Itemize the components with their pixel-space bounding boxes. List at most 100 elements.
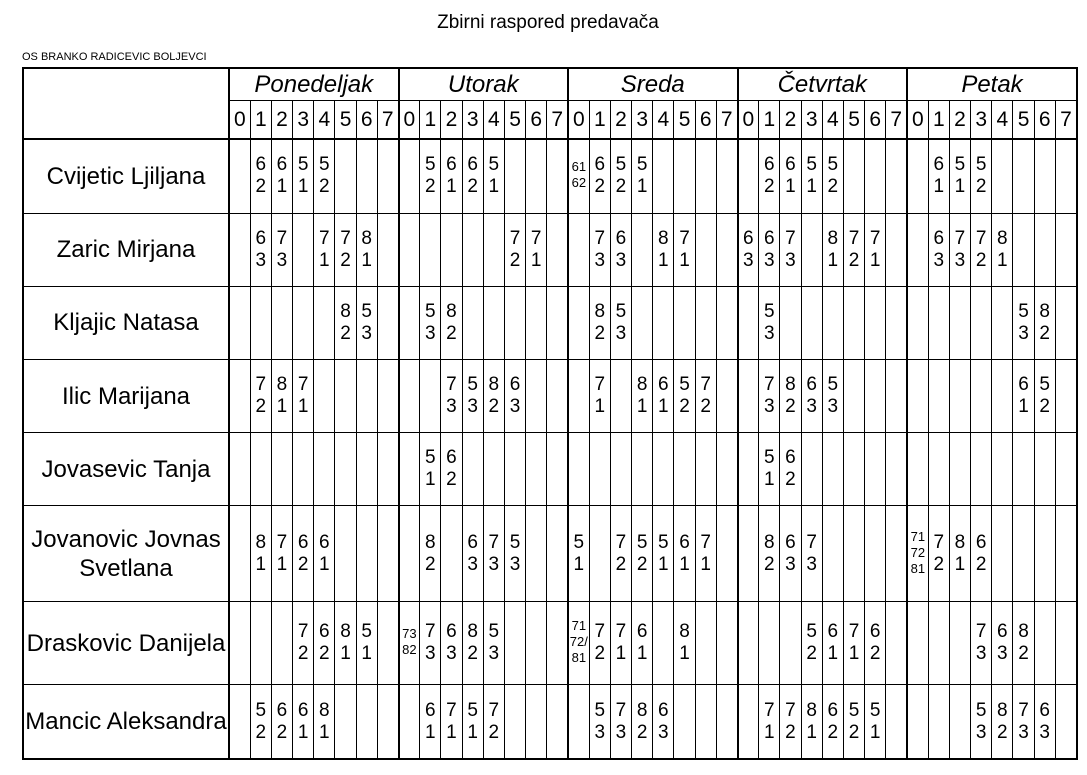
class-code: 82 <box>997 699 1008 743</box>
teacher-row: Jovasevic Tanja 51 62 51 62 <box>22 432 1078 507</box>
schedule-cell: 71 <box>758 684 781 760</box>
schedule-cell: 71 <box>694 505 717 603</box>
schedule-cell <box>1012 432 1035 507</box>
schedule-cell <box>885 138 908 214</box>
schedule-cell: 72 <box>503 212 527 287</box>
class-code: 72 <box>488 699 500 743</box>
schedule-cell <box>948 358 972 434</box>
schedule-cell <box>525 138 548 214</box>
schedule-cell <box>1054 358 1078 434</box>
schedule-cell <box>227 138 251 214</box>
class-code: 52 <box>615 154 627 198</box>
class-code: 62 <box>276 699 288 743</box>
class-code: 72 <box>848 227 860 271</box>
schedule-cell <box>800 432 823 507</box>
schedule-cell: 52 <box>249 684 272 760</box>
schedule-cell: 71 <box>292 358 315 434</box>
period-header: 3 <box>461 100 484 140</box>
period-header: 2 <box>609 100 633 140</box>
period-header: 0 <box>736 100 760 140</box>
schedule-cell: 51 <box>292 138 315 214</box>
schedule-cell: 62 <box>292 505 315 603</box>
class-code: 53 <box>467 374 478 418</box>
schedule-cell <box>694 285 717 360</box>
schedule-cell: 62 <box>588 138 611 214</box>
schedule-cell <box>1033 505 1056 603</box>
class-code: 71 <box>700 531 711 575</box>
schedule-cell: 62 <box>313 601 336 686</box>
schedule-cell <box>885 505 908 603</box>
class-code: 82 <box>446 300 457 344</box>
schedule-cell <box>334 358 357 434</box>
class-code: 62 <box>869 621 881 665</box>
schedule-cell <box>376 138 400 214</box>
schedule-cell <box>292 285 315 360</box>
schedule-cell <box>566 432 590 507</box>
class-code: 62 <box>975 531 987 575</box>
schedule-cell: 61 <box>652 358 675 434</box>
class-code: 62 <box>319 621 330 665</box>
schedule-cell: 61 <box>821 601 844 686</box>
class-code: 73 82 <box>402 626 417 658</box>
schedule-cell <box>864 138 887 214</box>
schedule-cell <box>355 505 378 603</box>
schedule-cell: 81 <box>800 684 823 760</box>
period-header: 6 <box>525 100 548 140</box>
schedule-cell: 62 <box>821 684 844 760</box>
schedule-cell: 71 <box>588 358 611 434</box>
schedule-cell: 72 <box>609 505 633 603</box>
class-code: 63 <box>997 621 1008 665</box>
schedule-cell <box>758 601 781 686</box>
schedule-cell: 61 <box>779 138 802 214</box>
class-code: 53 <box>361 300 372 344</box>
schedule-cell: 51 <box>482 138 505 214</box>
class-code: 52 <box>975 154 987 198</box>
period-header: 7 <box>715 100 739 140</box>
schedule-cell <box>631 285 654 360</box>
schedule-cell: 61 <box>440 138 463 214</box>
class-code: 81 <box>319 699 330 743</box>
period-header: 2 <box>440 100 463 140</box>
schedule-cell: 73 <box>948 212 972 287</box>
day-header: Ponedeljak <box>228 67 400 101</box>
schedule-cell <box>292 212 315 287</box>
schedule-cell: 52 <box>1033 358 1056 434</box>
schedule-cell <box>821 505 844 603</box>
schedule-cell <box>927 601 950 686</box>
schedule-cell <box>546 601 569 686</box>
schedule-cell: 63 <box>927 212 950 287</box>
schedule-cell <box>779 601 802 686</box>
class-code: 73 <box>276 227 288 271</box>
schedule-cell: 82 <box>482 358 505 434</box>
class-code: 62 <box>297 531 309 575</box>
schedule-cell: 72 <box>588 601 611 686</box>
schedule-cell <box>482 432 505 507</box>
schedule-cell <box>227 285 251 360</box>
schedule-cell: 61 <box>927 138 950 214</box>
schedule-cell <box>673 138 696 214</box>
schedule-cell <box>673 285 696 360</box>
class-code: 51 <box>361 621 372 665</box>
schedule-cell: 62 <box>461 138 484 214</box>
schedule-cell <box>715 601 739 686</box>
period-header: 4 <box>652 100 675 140</box>
schedule-cell <box>1012 212 1035 287</box>
class-code: 71 <box>869 227 881 271</box>
class-code: 73 <box>446 374 457 418</box>
period-header: 5 <box>673 100 696 140</box>
schedule-cell: 73 <box>482 505 505 603</box>
class-code: 71 <box>679 227 690 271</box>
class-code: 63 <box>615 227 627 271</box>
class-code: 63 <box>658 699 669 743</box>
class-code: 73 <box>785 227 796 271</box>
schedule-cell: 81 <box>652 212 675 287</box>
schedule-cell <box>376 432 400 507</box>
schedule-cell <box>482 212 505 287</box>
schedule-cell: 52 <box>609 138 633 214</box>
schedule-cell: 53 <box>758 285 781 360</box>
schedule-cell: 62 <box>440 432 463 507</box>
class-code: 72 <box>785 699 796 743</box>
schedule-cell <box>397 285 421 360</box>
schedule-cell <box>1054 138 1078 214</box>
